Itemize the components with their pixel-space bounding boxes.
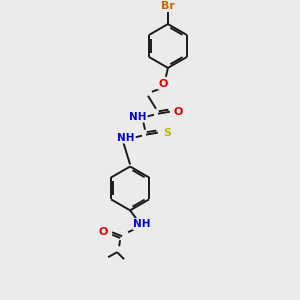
Text: NH: NH xyxy=(129,112,147,122)
Text: NH: NH xyxy=(117,133,135,142)
Text: O: O xyxy=(158,79,168,89)
Text: S: S xyxy=(163,128,171,138)
Text: NH: NH xyxy=(133,219,151,229)
Text: O: O xyxy=(98,227,108,237)
Text: Br: Br xyxy=(161,1,175,11)
Text: O: O xyxy=(173,107,183,117)
